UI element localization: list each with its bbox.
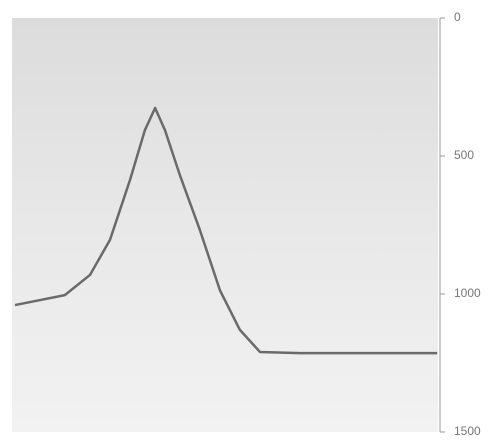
chart: 0 500 1000 1500 [0, 0, 488, 440]
plot-area [12, 18, 438, 432]
y-tick-label: 500 [454, 148, 474, 162]
y-tick-label: 1500 [454, 424, 481, 438]
y-tick-label: 0 [454, 10, 461, 24]
page: {"chart_data": {"type": "line", "axis_si… [0, 0, 488, 440]
y-tick-label: 1000 [454, 286, 481, 300]
